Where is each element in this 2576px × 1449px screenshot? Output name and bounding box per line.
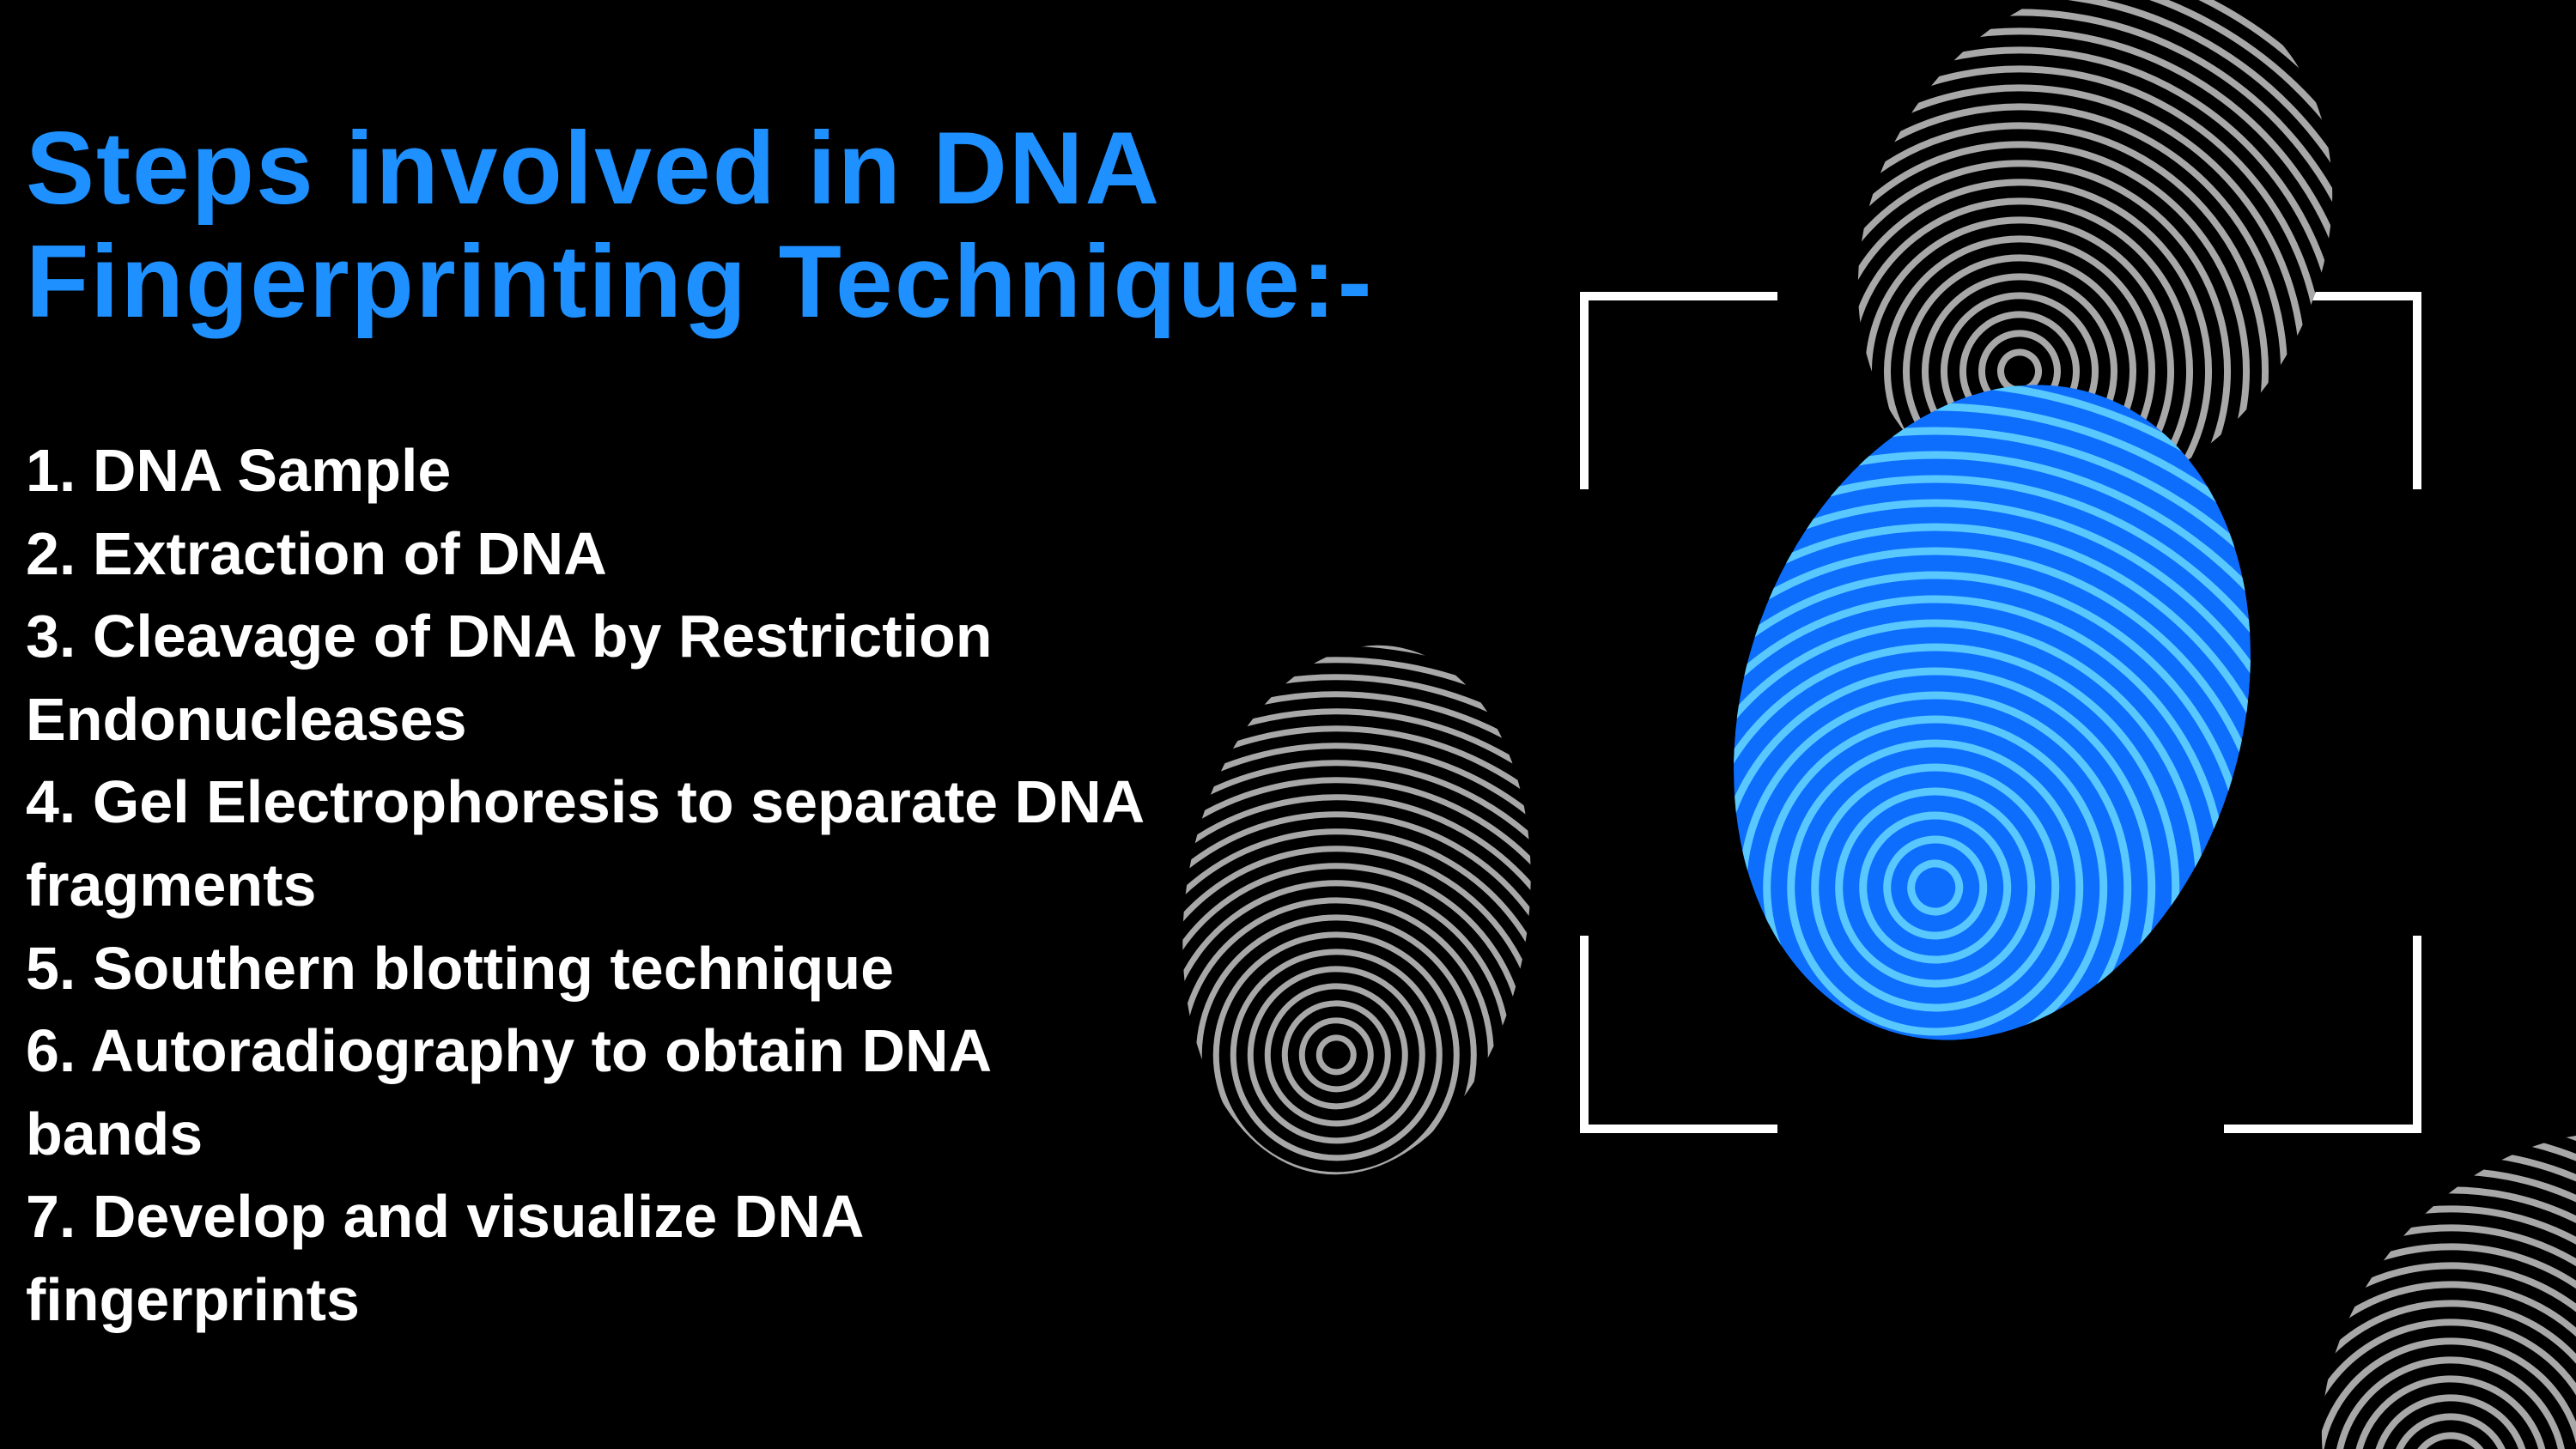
- list-item: 3. Cleavage of DNA by Restriction Endonu…: [26, 595, 1168, 761]
- frame-corner-br: [2224, 936, 2421, 1133]
- frame-corner-bl: [1580, 936, 1777, 1133]
- list-item: 7. Develop and visualize DNA fingerprint…: [26, 1175, 1168, 1341]
- slide: Steps involved in DNA Fingerprinting Tec…: [0, 0, 2576, 1449]
- list-item: 5. Southern blotting technique: [26, 927, 1168, 1010]
- list-item: 1. DNA Sample: [26, 429, 1168, 512]
- page-title: Steps involved in DNA Fingerprinting Tec…: [26, 112, 1571, 338]
- frame-corner-tr: [2224, 292, 2421, 489]
- scan-frame: [1580, 292, 2421, 1133]
- list-item: 2. Extraction of DNA: [26, 512, 1168, 596]
- list-item: 4. Gel Electrophoresis to separate DNA f…: [26, 761, 1168, 926]
- list-item: 6. Autoradiography to obtain DNA bands: [26, 1009, 1168, 1175]
- frame-corner-tl: [1580, 292, 1777, 489]
- steps-list: 1. DNA Sample 2. Extraction of DNA 3. Cl…: [26, 429, 1168, 1342]
